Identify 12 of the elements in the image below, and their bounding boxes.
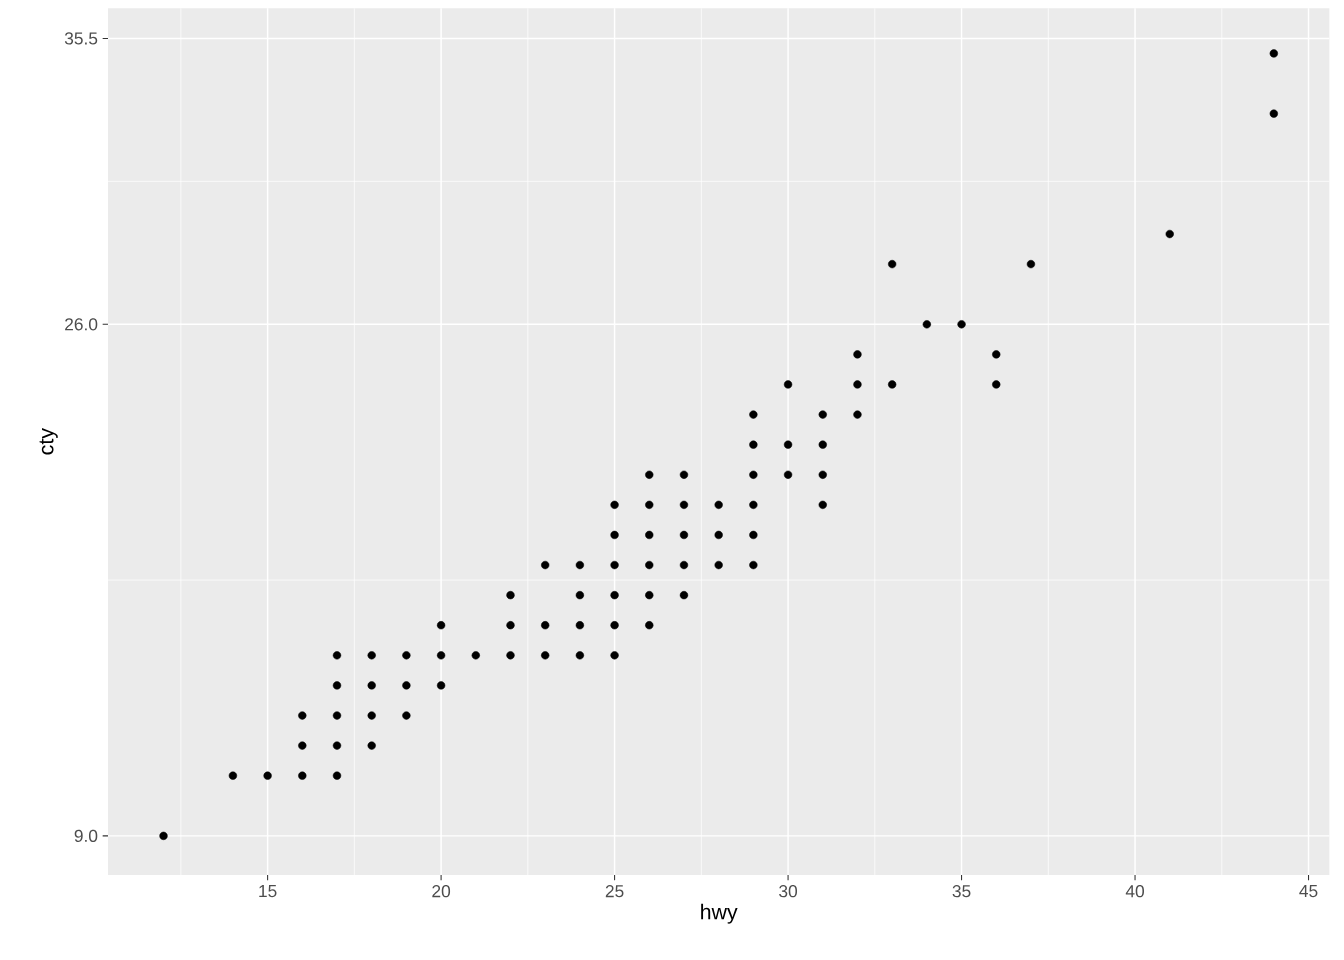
y-tick-label: 26.0	[65, 318, 98, 331]
x-tick-label: 35	[952, 885, 971, 898]
x-tick-label: 20	[432, 885, 451, 898]
x-tick-label: 40	[1125, 885, 1145, 898]
x-tick-label: 15	[259, 885, 277, 898]
x-tick-label: 45	[1299, 885, 1318, 898]
x-tick-label: 25	[605, 885, 624, 898]
y-axis-title: cty	[39, 428, 58, 455]
y-tick-label: 35.5	[64, 32, 98, 45]
x-tick-label: 30	[779, 885, 798, 898]
x-axis-title: hwy	[701, 903, 738, 924]
y-tick-label: 9.0	[74, 829, 98, 843]
